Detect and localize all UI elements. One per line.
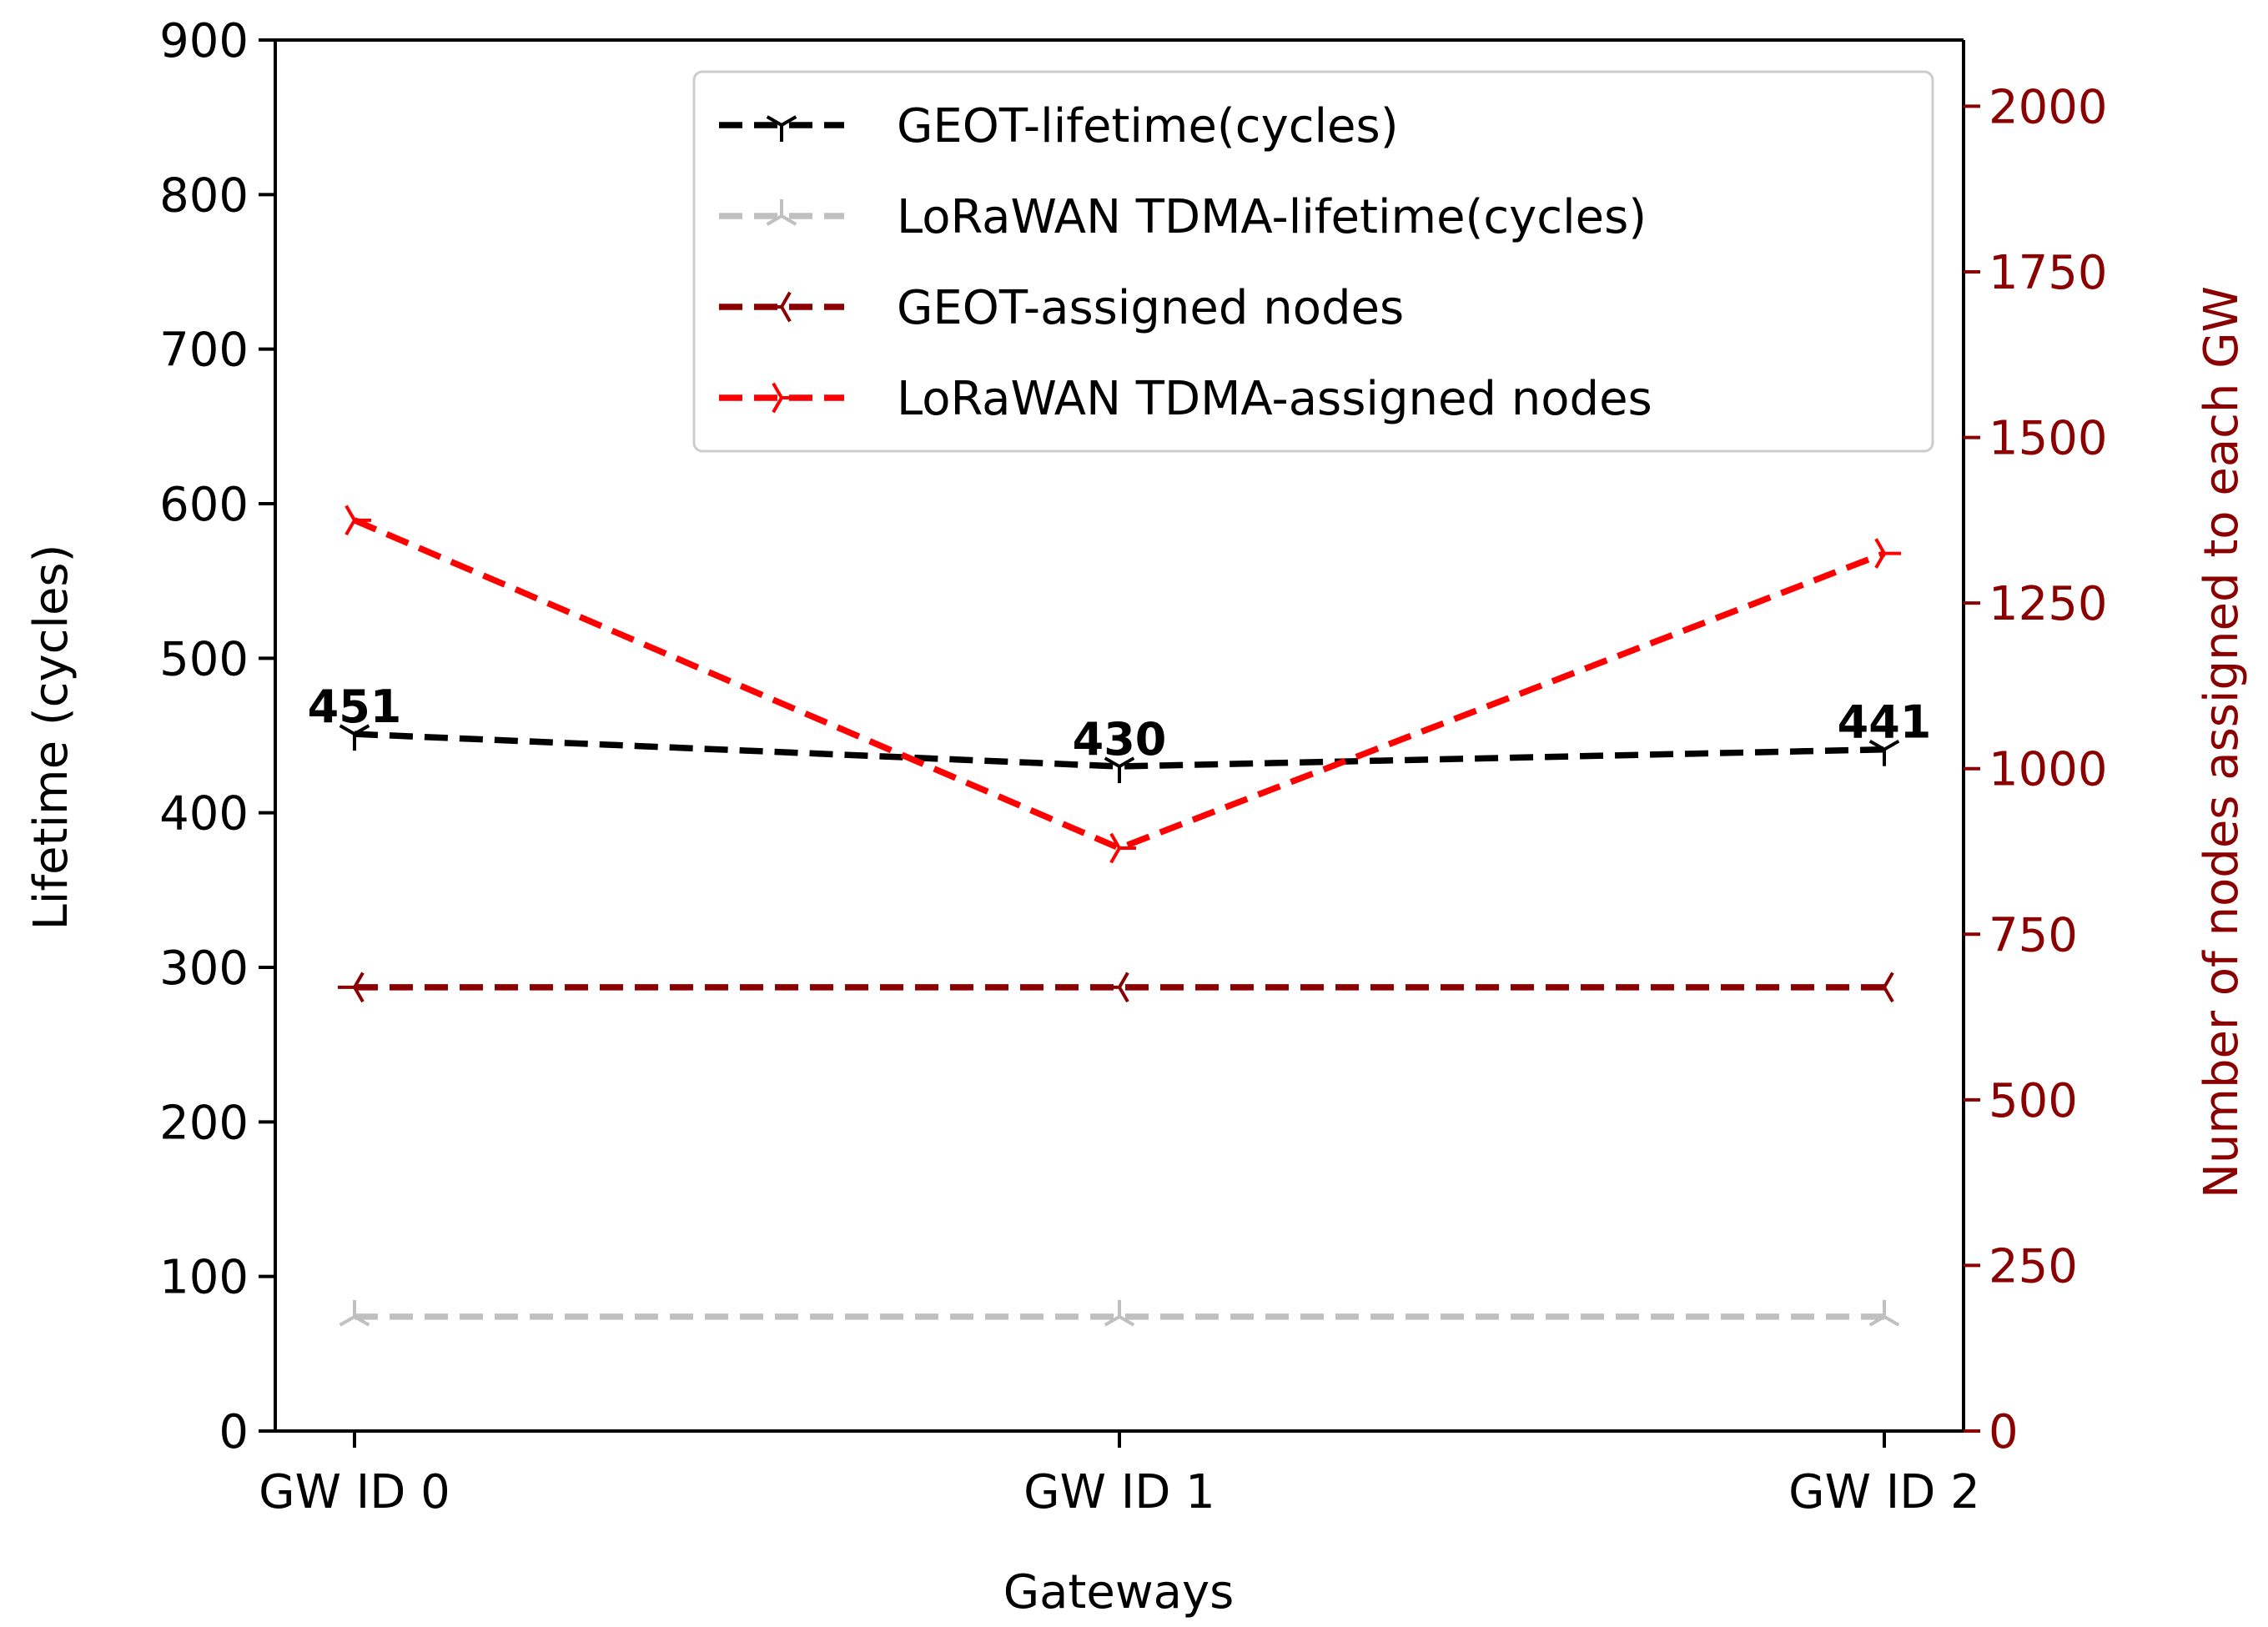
marker-spoke [772, 396, 783, 414]
marker-spoke [1104, 1315, 1120, 1327]
marker-spoke [1874, 552, 1886, 569]
y-left-tick-label: 500 [159, 632, 249, 686]
legend-marker [772, 382, 798, 414]
y-left-tick-label: 0 [219, 1405, 249, 1459]
x-tick-label: GW ID 0 [259, 1465, 450, 1519]
marker-spoke [1118, 986, 1129, 1003]
marker-spoke [344, 519, 356, 536]
y-left-tick-label: 800 [159, 168, 249, 223]
marker-spoke [353, 986, 365, 1003]
marker-spoke [1118, 972, 1129, 988]
ticks-layer: 0 100 200 300 400 500 600 700 800 900 0 250 500 750 10… [159, 14, 2107, 1519]
series-point [344, 505, 371, 536]
y-right-tick-label: 1500 [1989, 412, 2108, 466]
data-label: 441 [1838, 696, 1932, 749]
marker-spoke [1883, 1315, 1900, 1327]
y-left-tick-label: 200 [159, 1096, 249, 1150]
y-right-tick-label: 1000 [1989, 743, 2108, 797]
y-left-tick-label: 600 [159, 478, 249, 532]
x-axis-label: Gateways [1003, 1565, 1235, 1619]
y-left-tick-label: 900 [159, 14, 249, 68]
y-left-tick-label: 300 [159, 942, 249, 996]
data-label: 430 [1073, 713, 1167, 766]
marker-spoke [339, 724, 356, 736]
annotations-layer: 451 430 441 [308, 680, 1932, 766]
marker-spoke [766, 115, 783, 127]
marker-spoke [1874, 538, 1886, 555]
legend-label: GEOT-assigned nodes [897, 281, 1404, 335]
legend-frame [692, 70, 1934, 453]
legend-marker [766, 115, 797, 142]
marker-spoke [353, 1315, 370, 1327]
y-left-tick-label: 100 [159, 1251, 249, 1305]
y-right-tick-label: 0 [1989, 1405, 2019, 1459]
y-right-tick-label: 500 [1989, 1074, 2078, 1128]
y-left-tick-label: 400 [159, 787, 249, 841]
marker-spoke [1109, 847, 1121, 864]
marker-spoke [353, 724, 370, 736]
series-point [1104, 1299, 1135, 1327]
series-point [338, 972, 365, 1003]
marker-spoke [1868, 739, 1885, 751]
series-point [1874, 538, 1901, 569]
y-left-tick-label: 700 [159, 324, 249, 378]
y-axis-right-label: Number of nodes assigned to each GW [2195, 286, 2249, 1198]
series-point [1868, 1299, 1900, 1327]
marker-spoke [1883, 739, 1900, 751]
series-layer [338, 505, 1901, 1327]
marker-spoke [1119, 756, 1135, 768]
series-point [1104, 756, 1135, 784]
marker-spoke [780, 291, 792, 309]
marker-spoke [1109, 832, 1121, 850]
marker-spoke [1883, 972, 1894, 988]
legend: GEOT-lifetime(cycles) LoRaWAN TDMA-lifeti… [692, 70, 1934, 453]
marker-spoke [780, 115, 797, 127]
marker-spoke [766, 214, 783, 226]
series-point [1109, 832, 1136, 864]
series-line [354, 731, 1885, 770]
y-right-tick-label: 2000 [1989, 80, 2108, 134]
marker-spoke [339, 1315, 356, 1327]
marker-spoke [344, 505, 356, 521]
legend-label: GEOT-lifetime(cycles) [897, 99, 1399, 153]
series-point [1868, 739, 1900, 766]
legend-label: LoRaWAN TDMA-assigned nodes [897, 372, 1652, 426]
marker-spoke [780, 305, 792, 323]
marker-spoke [1104, 756, 1120, 768]
series-point [339, 1299, 370, 1327]
marker-spoke [353, 972, 365, 988]
marker-spoke [1883, 986, 1894, 1003]
legend-label: LoRaWAN TDMA-lifetime(cycles) [897, 190, 1647, 244]
series-point [1103, 972, 1129, 1003]
y-right-tick-label: 250 [1989, 1239, 2078, 1293]
y-axis-left-label: Lifetime (cycles) [24, 545, 78, 931]
x-tick-label: GW ID 1 [1023, 1465, 1215, 1519]
marker-spoke [780, 214, 797, 226]
legend-marker [765, 291, 792, 323]
x-tick-label: GW ID 2 [1788, 1465, 1980, 1519]
marker-spoke [1119, 1315, 1135, 1327]
series-line [353, 517, 1886, 852]
data-label: 451 [308, 680, 402, 733]
y-right-tick-label: 1250 [1989, 577, 2108, 631]
y-right-tick-label: 1750 [1989, 246, 2108, 300]
series-point [1868, 972, 1894, 1003]
marker-spoke [772, 382, 783, 399]
series-point [339, 724, 370, 751]
legend-marker [766, 199, 797, 226]
y-right-tick-label: 750 [1989, 908, 2078, 962]
marker-spoke [1868, 1315, 1885, 1327]
